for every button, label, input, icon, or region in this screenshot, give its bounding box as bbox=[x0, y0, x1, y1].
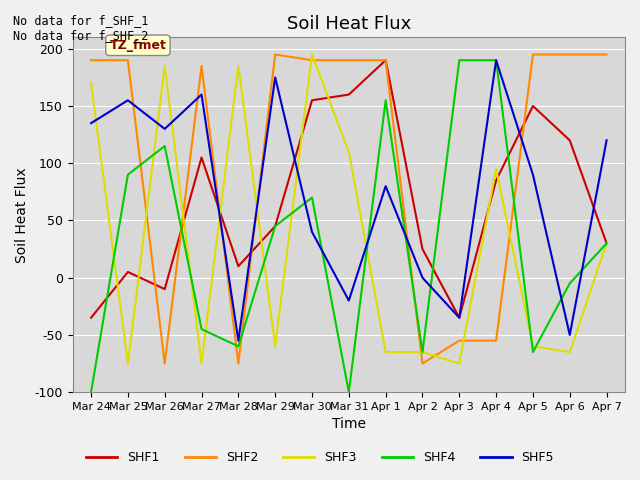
Text: TZ_fmet: TZ_fmet bbox=[109, 39, 166, 52]
Legend: SHF1, SHF2, SHF3, SHF4, SHF5: SHF1, SHF2, SHF3, SHF4, SHF5 bbox=[81, 446, 559, 469]
X-axis label: Time: Time bbox=[332, 418, 366, 432]
Title: Soil Heat Flux: Soil Heat Flux bbox=[287, 15, 411, 33]
Y-axis label: Soil Heat Flux: Soil Heat Flux bbox=[15, 167, 29, 263]
Text: No data for f_SHF_1
No data for f_SHF_2: No data for f_SHF_1 No data for f_SHF_2 bbox=[13, 14, 148, 42]
